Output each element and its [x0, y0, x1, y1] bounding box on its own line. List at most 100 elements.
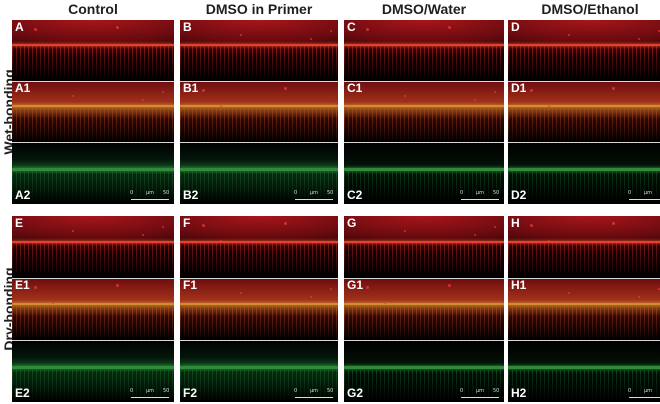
- panel-label: F1: [183, 278, 198, 292]
- column-header: DMSO/Ethanol: [541, 1, 639, 17]
- fluorescent-speck: [220, 105, 222, 107]
- resin-tags: [180, 45, 338, 80]
- scale-bar-start: 0: [460, 388, 464, 394]
- scale-bar-unit: μm: [476, 388, 485, 394]
- green-channel-image: D20μm50: [508, 142, 660, 204]
- hybrid-layer: [344, 303, 504, 305]
- scale-bar-start: 0: [294, 388, 298, 394]
- resin-tags: [180, 242, 338, 277]
- fluorescent-speck: [220, 240, 222, 242]
- resin-tags: [180, 109, 338, 142]
- micrograph-panel: G G1 G2 0 μm 50: [344, 216, 504, 402]
- scale-bar-unit: μm: [310, 388, 319, 394]
- red-channel-image: C: [344, 20, 504, 81]
- green-channel-image: H20μm50: [508, 340, 660, 402]
- panel-divider: [12, 142, 174, 143]
- scale-bar-line: [131, 199, 169, 200]
- fluorescent-speck: [366, 28, 369, 31]
- hybrid-layer: [12, 44, 174, 46]
- fluorescent-speck: [366, 286, 369, 289]
- red-channel-image: D: [508, 20, 660, 81]
- scale-bar-unit: μm: [310, 190, 319, 196]
- panel-divider: [508, 81, 660, 82]
- resin-tags: [12, 306, 174, 340]
- resin-tags: [344, 242, 504, 277]
- hybrid-layer: [180, 168, 338, 171]
- hybrid-layer: [508, 168, 660, 171]
- panel-label: F2: [183, 386, 198, 400]
- red-channel-image: G: [344, 216, 504, 278]
- hybrid-layer: [508, 241, 660, 243]
- red-channel-image: H: [508, 216, 660, 278]
- hybrid-layer: [180, 241, 338, 243]
- micrograph-panel: B B1 B2 0 μm 50: [180, 20, 338, 204]
- hybrid-layer: [180, 303, 338, 305]
- fluorescent-speck: [448, 26, 451, 29]
- scale-bar: 0 μm 50: [294, 388, 334, 400]
- merged-channel-image: H1: [508, 278, 660, 340]
- panel-divider: [12, 81, 174, 82]
- panel-divider: [344, 340, 504, 341]
- fluorescent-speck: [72, 95, 74, 97]
- merged-channel-image: D1: [508, 81, 660, 142]
- panel-label: G1: [347, 278, 364, 292]
- fluorescent-speck: [404, 95, 406, 97]
- scale-bar-end: 50: [163, 388, 170, 394]
- fluorescent-speck: [52, 302, 54, 304]
- panel-label: E2: [15, 386, 30, 400]
- fluorescent-speck: [548, 105, 550, 107]
- fluorescent-speck: [548, 240, 550, 242]
- fluorescent-speck: [494, 226, 496, 228]
- fluorescent-speck: [658, 288, 660, 290]
- scale-bar-line: [131, 397, 169, 398]
- merged-channel-image: B1: [180, 81, 338, 142]
- panel-label: D: [511, 20, 520, 34]
- green-channel-image: G2 0 μm 50: [344, 340, 504, 402]
- panel-divider: [180, 81, 338, 82]
- fluorescent-speck: [384, 44, 386, 46]
- scale-bar-start: 0: [130, 388, 134, 394]
- resin-tags: [12, 242, 174, 277]
- fluorescent-speck: [116, 284, 119, 287]
- panel-label: A1: [15, 81, 31, 95]
- fluorescent-speck: [310, 296, 312, 298]
- scale-bar-end: 50: [327, 190, 334, 196]
- resin-tags: [508, 306, 660, 340]
- fluorescent-speck: [568, 292, 570, 294]
- scale-bar-start: 0: [628, 190, 632, 196]
- panel-label: H2: [511, 386, 527, 400]
- panel-divider: [344, 81, 504, 82]
- fluorescent-speck: [612, 222, 615, 225]
- panel-label: F: [183, 216, 191, 230]
- scale-bar-line: [629, 199, 660, 200]
- scale-bar-unit: μm: [644, 190, 653, 196]
- fluorescent-speck: [240, 292, 242, 294]
- panel-label: H: [511, 216, 520, 230]
- scale-bar-end: 50: [327, 388, 334, 394]
- panel-divider: [180, 278, 338, 279]
- resin-tags: [344, 45, 504, 80]
- fluorescent-speck: [142, 234, 144, 236]
- resin-tags: [508, 369, 660, 400]
- green-channel-image: F2 0 μm 50: [180, 340, 338, 402]
- resin-tags: [12, 45, 174, 80]
- scale-bar-unit: μm: [146, 388, 155, 394]
- scale-bar-start: 0: [460, 190, 464, 196]
- panel-divider: [180, 142, 338, 143]
- micrograph-panel: A A1 A2 0 μm 50: [12, 20, 174, 204]
- red-channel-image: B: [180, 20, 338, 81]
- scale-bar-unit: μm: [146, 190, 155, 196]
- micrograph-panel: E E1 E2 0 μm 50: [12, 216, 174, 402]
- merged-channel-image: A1: [12, 81, 174, 142]
- fluorescent-speck: [612, 87, 615, 90]
- fluorescent-speck: [330, 288, 332, 290]
- resin-tags: [508, 242, 660, 277]
- panel-label: B: [183, 20, 192, 34]
- hybrid-layer: [508, 105, 660, 107]
- panel-label: A: [15, 20, 24, 34]
- panel-divider: [180, 340, 338, 341]
- resin-tags: [344, 369, 504, 400]
- hybrid-layer: [508, 366, 660, 369]
- panel-label: G2: [347, 386, 364, 400]
- resin-tags: [508, 171, 660, 202]
